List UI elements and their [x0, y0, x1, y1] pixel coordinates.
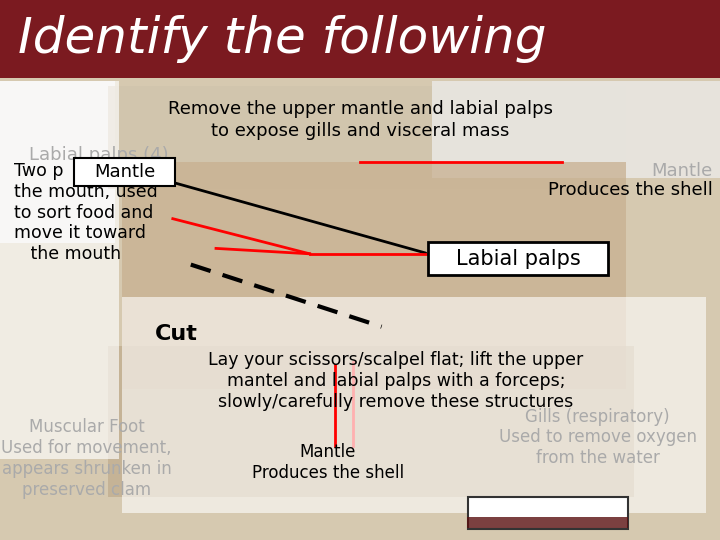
- Text: Two p        e of
the mouth, used
to sort food and
move it toward
   the mouth: Two p e of the mouth, used to sort food …: [14, 162, 158, 263]
- Text: Labial palps (4): Labial palps (4): [29, 146, 168, 164]
- Text: Cut: Cut: [155, 324, 198, 344]
- Text: Produces the shell: Produces the shell: [548, 181, 713, 199]
- Bar: [122, 162, 626, 389]
- Bar: [108, 346, 634, 497]
- Text: Mantle
Produces the shell: Mantle Produces the shell: [251, 443, 404, 482]
- Bar: [108, 86, 626, 189]
- Text: Labial palps: Labial palps: [456, 248, 581, 269]
- Text: Mantle: Mantle: [652, 162, 713, 180]
- Text: Remove the upper mantle and labial palps: Remove the upper mantle and labial palps: [168, 100, 552, 118]
- Bar: [467, 517, 628, 528]
- Text: Identify the following: Identify the following: [18, 15, 546, 63]
- Bar: [0, 0, 720, 78]
- Text: Lay your scissors/scalpel flat; lift the upper
mantel and labial palps with a fo: Lay your scissors/scalpel flat; lift the…: [208, 351, 584, 410]
- Bar: [0, 81, 115, 243]
- Text: Mantle: Mantle: [94, 163, 156, 181]
- Text: Gills (respiratory)
Used to remove oxygen
from the water: Gills (respiratory) Used to remove oxyge…: [498, 408, 697, 467]
- Bar: [122, 297, 706, 513]
- FancyBboxPatch shape: [428, 242, 608, 275]
- Text: Muscular Foot
Used for movement,
appears shrunken in
preserved clam: Muscular Foot Used for movement, appears…: [1, 418, 171, 499]
- Bar: [0, 81, 119, 459]
- Bar: [0, 78, 720, 540]
- Text: to expose gills and visceral mass: to expose gills and visceral mass: [211, 122, 509, 139]
- Bar: [432, 81, 720, 178]
- FancyBboxPatch shape: [74, 158, 175, 186]
- Bar: [468, 497, 628, 529]
